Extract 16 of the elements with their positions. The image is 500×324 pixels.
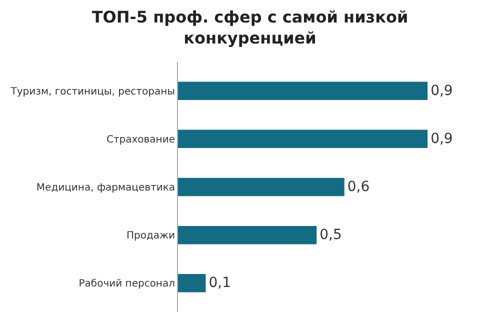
data-label: 0,9 bbox=[430, 130, 453, 147]
bar bbox=[178, 130, 428, 148]
y-tick-label: Рабочий персонал bbox=[78, 278, 175, 290]
bar bbox=[178, 274, 206, 292]
y-tick-label: Медицина, фармацевтика bbox=[36, 182, 175, 194]
data-label: 0,9 bbox=[430, 82, 453, 99]
y-tick-label: Страхование bbox=[106, 134, 175, 146]
bar bbox=[178, 178, 344, 196]
bar bbox=[178, 226, 317, 244]
data-label: 0,6 bbox=[347, 179, 370, 195]
bar bbox=[178, 82, 428, 100]
data-label: 0,5 bbox=[320, 227, 342, 244]
y-tick-label: Продажи bbox=[126, 230, 175, 242]
y-tick-label: Туризм, гостиницы, рестораны bbox=[10, 86, 176, 98]
data-label: 0,1 bbox=[208, 275, 231, 292]
chart-title: ТОП-5 проф. сфер с самой низкой конкуренцией bbox=[92, 8, 408, 48]
